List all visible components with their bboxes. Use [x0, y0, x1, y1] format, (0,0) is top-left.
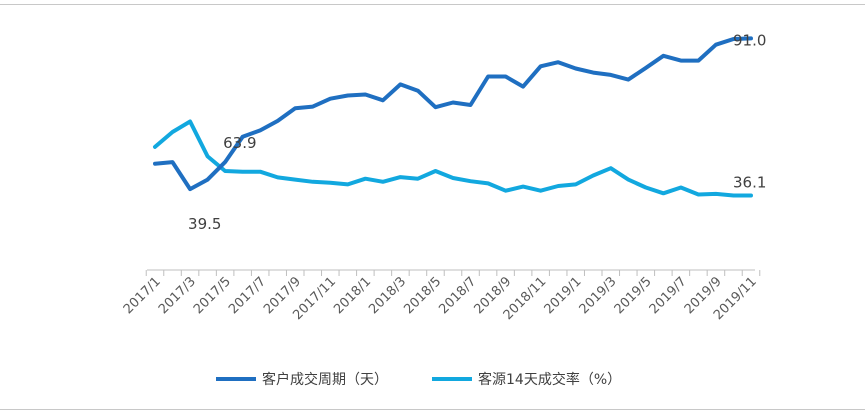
- x-tick-label: 2017/1: [121, 274, 164, 317]
- series-layer: [153, 36, 753, 198]
- x-tick-label: 2018/3: [366, 274, 409, 317]
- data-label: 91.0: [733, 31, 766, 49]
- frame-top-line: [0, 4, 865, 5]
- x-tick-label: 2019/5: [612, 274, 655, 317]
- data-label: 36.1: [733, 173, 766, 191]
- legend-label-rate: 客源14天成交率（%）: [478, 371, 621, 388]
- x-tick-label: 2018/5: [401, 274, 444, 317]
- data-label: 63.9: [223, 134, 256, 152]
- x-tick-label: 2017/7: [226, 274, 269, 317]
- legend-label-cycle: 客户成交周期（天）: [262, 371, 388, 388]
- x-tick-label: 2018/7: [436, 274, 479, 317]
- x-tick-label: 2019/1: [542, 274, 585, 317]
- data-label: 39.5: [188, 215, 221, 233]
- x-tick-label: 2018/1: [331, 274, 374, 317]
- x-axis-ticks: 2017/12017/32017/52017/72017/92017/11201…: [121, 270, 761, 323]
- x-tick-label: 2019/3: [577, 274, 620, 317]
- series-line-cycle: [153, 36, 753, 192]
- annotation-layer: 63.9 39.5 91.0 36.1: [188, 31, 766, 233]
- series-line-rate: [153, 119, 753, 198]
- x-tick-label: 2017/5: [191, 274, 234, 317]
- x-tick-label: 2017/3: [156, 274, 199, 317]
- legend: 客户成交周期（天） 客源14天成交率（%）: [216, 371, 621, 388]
- x-tick-label: 2019/7: [647, 274, 690, 317]
- frame-bottom-line: [0, 409, 865, 410]
